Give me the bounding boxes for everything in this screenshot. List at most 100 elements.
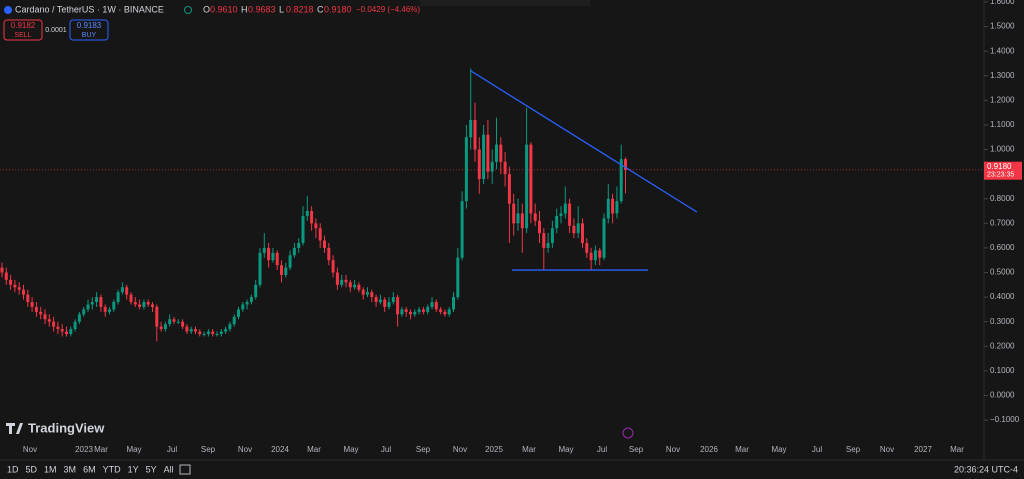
candle-body: [310, 211, 314, 224]
x-tick-label: May: [771, 445, 786, 454]
candle-body: [624, 159, 627, 170]
candle-body: [404, 309, 408, 312]
x-tick-label: May: [126, 445, 141, 454]
clock: 20:36:24 UTC-4: [954, 464, 1018, 474]
candle-body: [318, 228, 322, 241]
candle-body: [340, 279, 344, 285]
candle-body: [280, 265, 283, 275]
y-tick-label: 0.4000: [990, 292, 1015, 301]
candle-body: [198, 331, 202, 334]
symbol-title[interactable]: Cardano / TetherUS · 1W · BINANCE: [15, 4, 164, 14]
range-button[interactable]: 1M: [44, 464, 57, 474]
candle-body: [30, 302, 34, 307]
candle-body: [133, 302, 137, 305]
candle-body: [366, 292, 369, 295]
candle-body: [155, 306, 159, 327]
candle-body: [327, 247, 331, 261]
candle-body: [4, 272, 8, 280]
x-tick-label: Jul: [812, 445, 822, 454]
candle-body: [82, 309, 86, 315]
candle-body: [245, 302, 249, 305]
ohlc-value: 0.8218: [286, 4, 314, 14]
range-button[interactable]: 5D: [26, 464, 38, 474]
candle-body: [546, 242, 550, 248]
candle-body: [348, 282, 352, 288]
x-tick-label: Nov: [23, 445, 37, 454]
candle-body: [542, 233, 546, 248]
candle-body: [146, 302, 150, 305]
candle-body: [267, 247, 271, 261]
candle-body: [65, 331, 68, 334]
candle-body: [391, 297, 395, 303]
range-button[interactable]: All: [164, 464, 174, 474]
date-range-icon[interactable]: [179, 464, 191, 475]
drawing-toolbar[interactable]: [420, 0, 590, 6]
buy-button[interactable]: [69, 19, 109, 41]
candle-body: [9, 279, 13, 285]
candle-body: [125, 287, 129, 295]
candle-body: [400, 309, 404, 315]
candle-body: [464, 137, 468, 202]
candle-body: [172, 319, 176, 322]
buy-price: 0.9183: [77, 21, 102, 30]
range-button[interactable]: 3M: [64, 464, 77, 474]
candle-body: [185, 326, 189, 332]
candle-body: [116, 292, 120, 303]
candle-body: [254, 284, 258, 298]
x-tick-label: Mar: [735, 445, 749, 454]
range-button[interactable]: 6M: [83, 464, 96, 474]
candle-body: [443, 311, 447, 315]
sell-label: SELL: [14, 32, 31, 39]
candle-body: [17, 287, 21, 290]
candle-body: [284, 267, 288, 275]
candle-body: [108, 309, 111, 312]
candle-body: [202, 333, 206, 335]
symbol-icon: [4, 6, 12, 14]
candle-body: [434, 302, 438, 310]
candle-body: [323, 240, 326, 248]
candle-body: [417, 309, 421, 312]
candle-body: [176, 321, 180, 323]
candle-body: [262, 247, 266, 253]
brand-logo: [6, 423, 23, 434]
range-button[interactable]: 5Y: [146, 464, 157, 474]
candle-body: [495, 144, 498, 162]
candle-body: [129, 294, 133, 303]
plot: [0, 68, 984, 342]
candle-body: [525, 144, 529, 229]
candle-body: [413, 311, 417, 315]
sell-price: 0.9182: [11, 21, 36, 30]
candle-body: [383, 299, 387, 307]
candle-body: [215, 333, 219, 335]
range-button[interactable]: 1Y: [128, 464, 139, 474]
candle-body: [249, 297, 253, 303]
candle-body: [99, 297, 103, 307]
trend-line[interactable]: [470, 70, 698, 213]
brand[interactable]: TradingView: [28, 420, 105, 435]
candle-body: [211, 331, 215, 334]
candle-body: [538, 220, 541, 234]
candle-body: [486, 134, 490, 172]
events-icon[interactable]: [622, 427, 634, 439]
range-button[interactable]: 1D: [7, 464, 19, 474]
candle-body: [482, 134, 486, 180]
y-tick-label: 0.5000: [990, 268, 1015, 277]
candle-body: [619, 159, 623, 202]
candle-body: [473, 120, 477, 150]
candle-body: [138, 304, 142, 307]
x-tick-label: May: [558, 445, 573, 454]
candle-body: [611, 198, 615, 214]
range-button[interactable]: YTD: [103, 464, 122, 474]
x-tick-label: Jul: [597, 445, 607, 454]
candle-body: [73, 321, 77, 330]
ohlc-value: 0.9180: [324, 4, 352, 14]
candle-body: [292, 247, 296, 256]
x-tick-label: Nov: [238, 445, 252, 454]
candle-body: [520, 213, 524, 229]
sell-button[interactable]: [3, 19, 43, 41]
candle-body: [305, 211, 309, 216]
y-tick-label: 0.7000: [990, 218, 1015, 227]
candle-body: [490, 161, 494, 172]
candle-body: [237, 309, 240, 317]
